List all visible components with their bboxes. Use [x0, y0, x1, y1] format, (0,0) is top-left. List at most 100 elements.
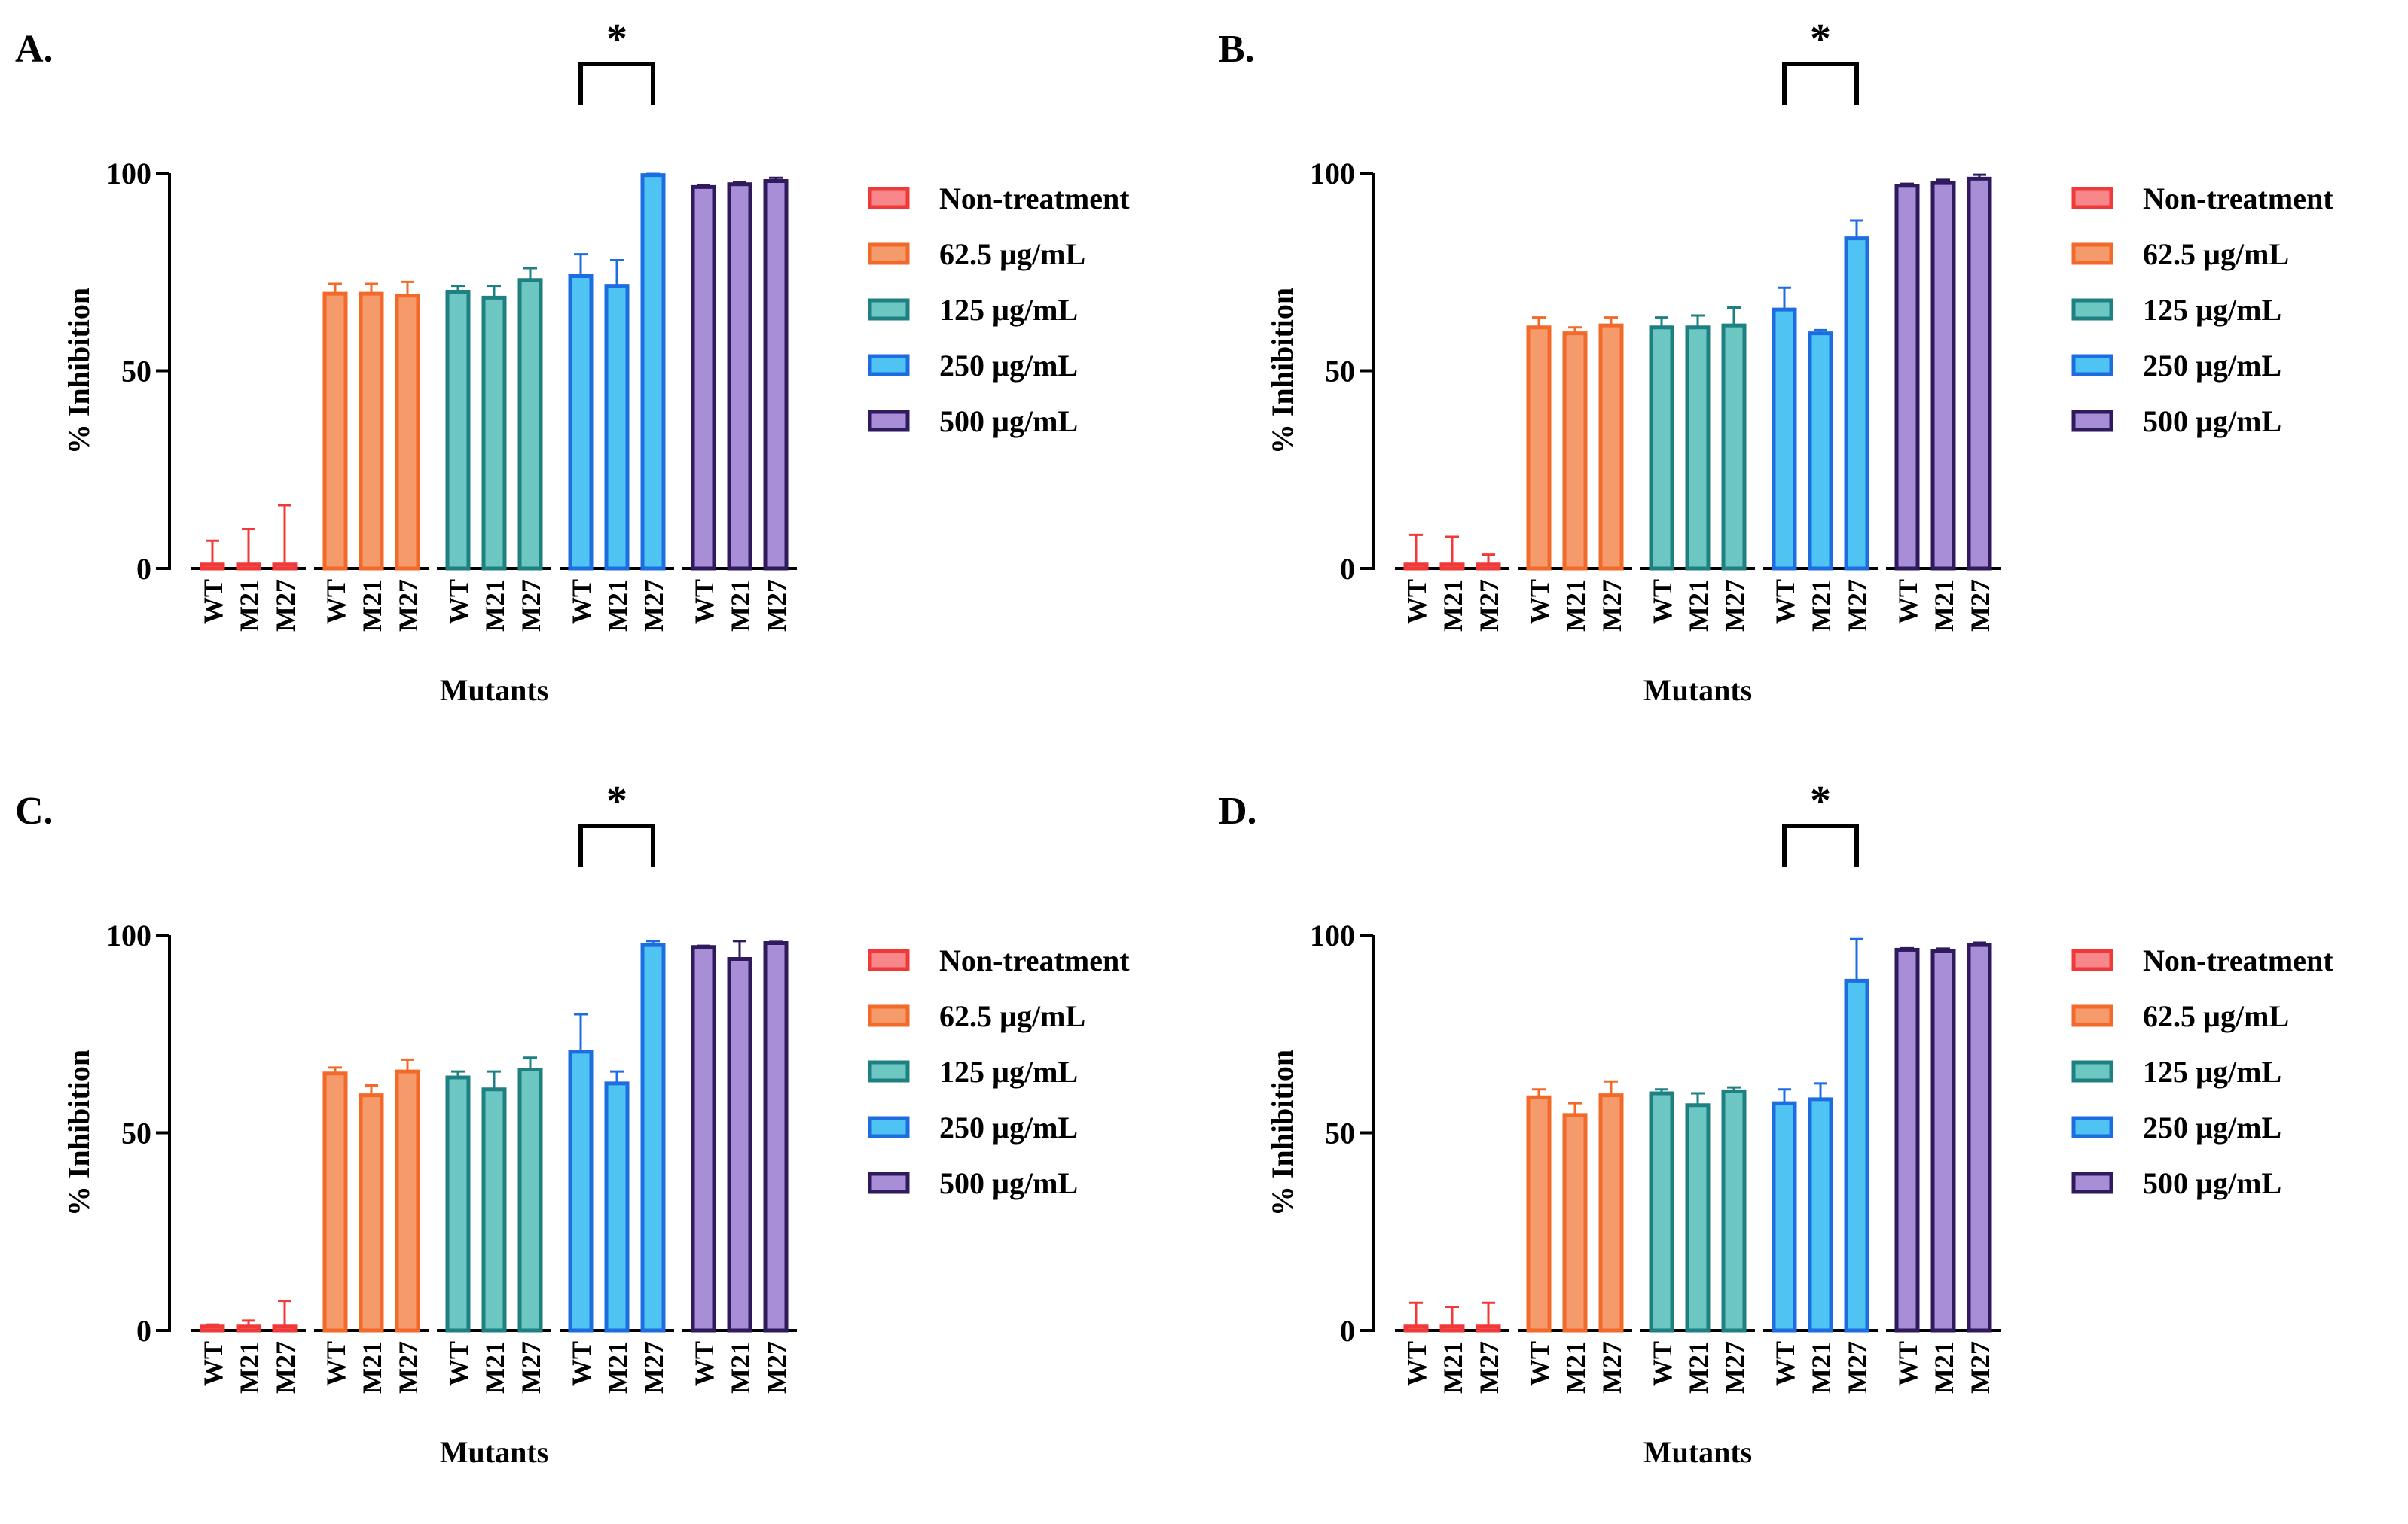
x-tick-label: M27 [1597, 1341, 1627, 1394]
x-tick-label: M27 [1474, 579, 1504, 632]
panel-letter: B. [1219, 28, 1255, 71]
y-tick-label: 0 [1340, 552, 1355, 586]
bar [200, 562, 225, 571]
y-tick-label: 0 [1340, 1314, 1355, 1348]
y-tick-label: 0 [136, 1314, 151, 1348]
panel-b: B.% Inhibition 0 50 100 WT M21 M27 WT M21 M27 WT M2… [1204, 0, 2407, 762]
legend-label: 250 µg/mL [2143, 1111, 2281, 1145]
legend-label: 500 µg/mL [2143, 404, 2281, 438]
x-tick-label: M27 [270, 1341, 301, 1394]
legend-label: 250 µg/mL [2143, 349, 2281, 383]
bar [1598, 323, 1624, 571]
x-tick-label: WT [1402, 1341, 1432, 1386]
significance-bracket [578, 62, 655, 105]
bar [272, 1324, 298, 1333]
x-tick-label: WT [1647, 579, 1677, 624]
legend-label: 250 µg/mL [939, 349, 1078, 383]
bar [1772, 1101, 1797, 1333]
legend-swatch [868, 1172, 910, 1194]
x-axis-label: Mutants [1643, 673, 1752, 707]
x-tick-label: WT [321, 579, 351, 624]
panel-d: D.% Inhibition 0 50 100 WT M21 M27 WT M21 M27 WT M2… [1204, 762, 2407, 1524]
x-tick-label: WT [198, 1341, 228, 1386]
bar [1526, 1095, 1552, 1333]
bar [691, 184, 716, 571]
x-tick-label: WT [689, 1341, 719, 1386]
bar [727, 182, 752, 571]
legend-label: Non-treatment [939, 943, 1130, 977]
legend-swatch [2071, 410, 2113, 432]
x-tick-label: M27 [1474, 1341, 1504, 1394]
legend-swatch [2071, 354, 2113, 376]
bar [1649, 325, 1674, 571]
x-tick-label: WT [444, 579, 474, 624]
bar [322, 291, 348, 571]
legend-label: 250 µg/mL [939, 1111, 1078, 1145]
legend-swatch [868, 949, 910, 971]
legend-label: 125 µg/mL [939, 293, 1078, 327]
bar [1894, 947, 1920, 1333]
legend-swatch [868, 410, 910, 432]
x-tick-label: M21 [1806, 579, 1836, 632]
bar [1894, 184, 1920, 571]
legend-swatch [2071, 242, 2113, 265]
x-tick-label: WT [198, 579, 228, 624]
y-axis-label: % Inhibition [1265, 288, 1299, 454]
legend-label: 62.5 µg/mL [2143, 237, 2289, 271]
bar [1967, 176, 1992, 571]
x-tick-label: M27 [639, 1341, 669, 1394]
bar [1844, 236, 1869, 571]
x-tick-label: WT [1770, 1341, 1800, 1386]
x-tick-label: M27 [639, 579, 669, 632]
x-tick-label: WT [566, 579, 597, 624]
bar [272, 562, 298, 571]
bar [481, 295, 507, 571]
x-tick-label: M21 [480, 1341, 510, 1394]
significance-star: * [1810, 16, 1831, 62]
bar [517, 278, 543, 571]
bar [604, 1081, 630, 1333]
y-axis-label: % Inhibition [62, 1050, 96, 1216]
y-tick-label: 100 [1310, 157, 1355, 190]
x-tick-label: M21 [1683, 579, 1714, 632]
bar [1439, 1324, 1465, 1333]
bar [1721, 1089, 1747, 1333]
x-tick-label: M21 [234, 1341, 264, 1394]
bar [395, 1069, 420, 1333]
x-tick-label: M21 [234, 579, 264, 632]
legend-label: 500 µg/mL [939, 1166, 1078, 1200]
x-tick-label: M21 [1438, 579, 1468, 632]
x-tick-label: WT [689, 579, 719, 624]
legend-swatch [2071, 949, 2113, 971]
bar [1930, 949, 1956, 1333]
x-tick-label: M27 [1597, 579, 1627, 632]
x-tick-label: M21 [725, 1341, 755, 1394]
legend-label: 125 µg/mL [2143, 293, 2281, 327]
y-tick-label: 50 [121, 355, 151, 389]
bar [445, 290, 471, 571]
legend-swatch [868, 1116, 910, 1138]
panel-letter: D. [1219, 790, 1257, 833]
x-tick-label: M27 [393, 1341, 423, 1394]
bar [1598, 1093, 1624, 1333]
y-tick-label: 100 [106, 157, 151, 190]
legend-label: 125 µg/mL [2143, 1055, 2281, 1089]
significance-star: * [606, 778, 627, 824]
bar [481, 1087, 507, 1333]
bar [763, 941, 789, 1333]
bar [200, 1324, 225, 1333]
bar [568, 1050, 594, 1333]
bar [1721, 323, 1747, 571]
x-tick-label: M27 [1720, 579, 1750, 632]
legend-label: 62.5 µg/mL [2143, 999, 2289, 1033]
legend-swatch [868, 1060, 910, 1083]
x-tick-label: M27 [1965, 1341, 1995, 1394]
x-tick-label: WT [566, 1341, 597, 1386]
y-tick-label: 0 [136, 552, 151, 586]
bar [1772, 307, 1797, 571]
y-tick-label: 100 [1310, 919, 1355, 952]
bar [322, 1071, 348, 1333]
